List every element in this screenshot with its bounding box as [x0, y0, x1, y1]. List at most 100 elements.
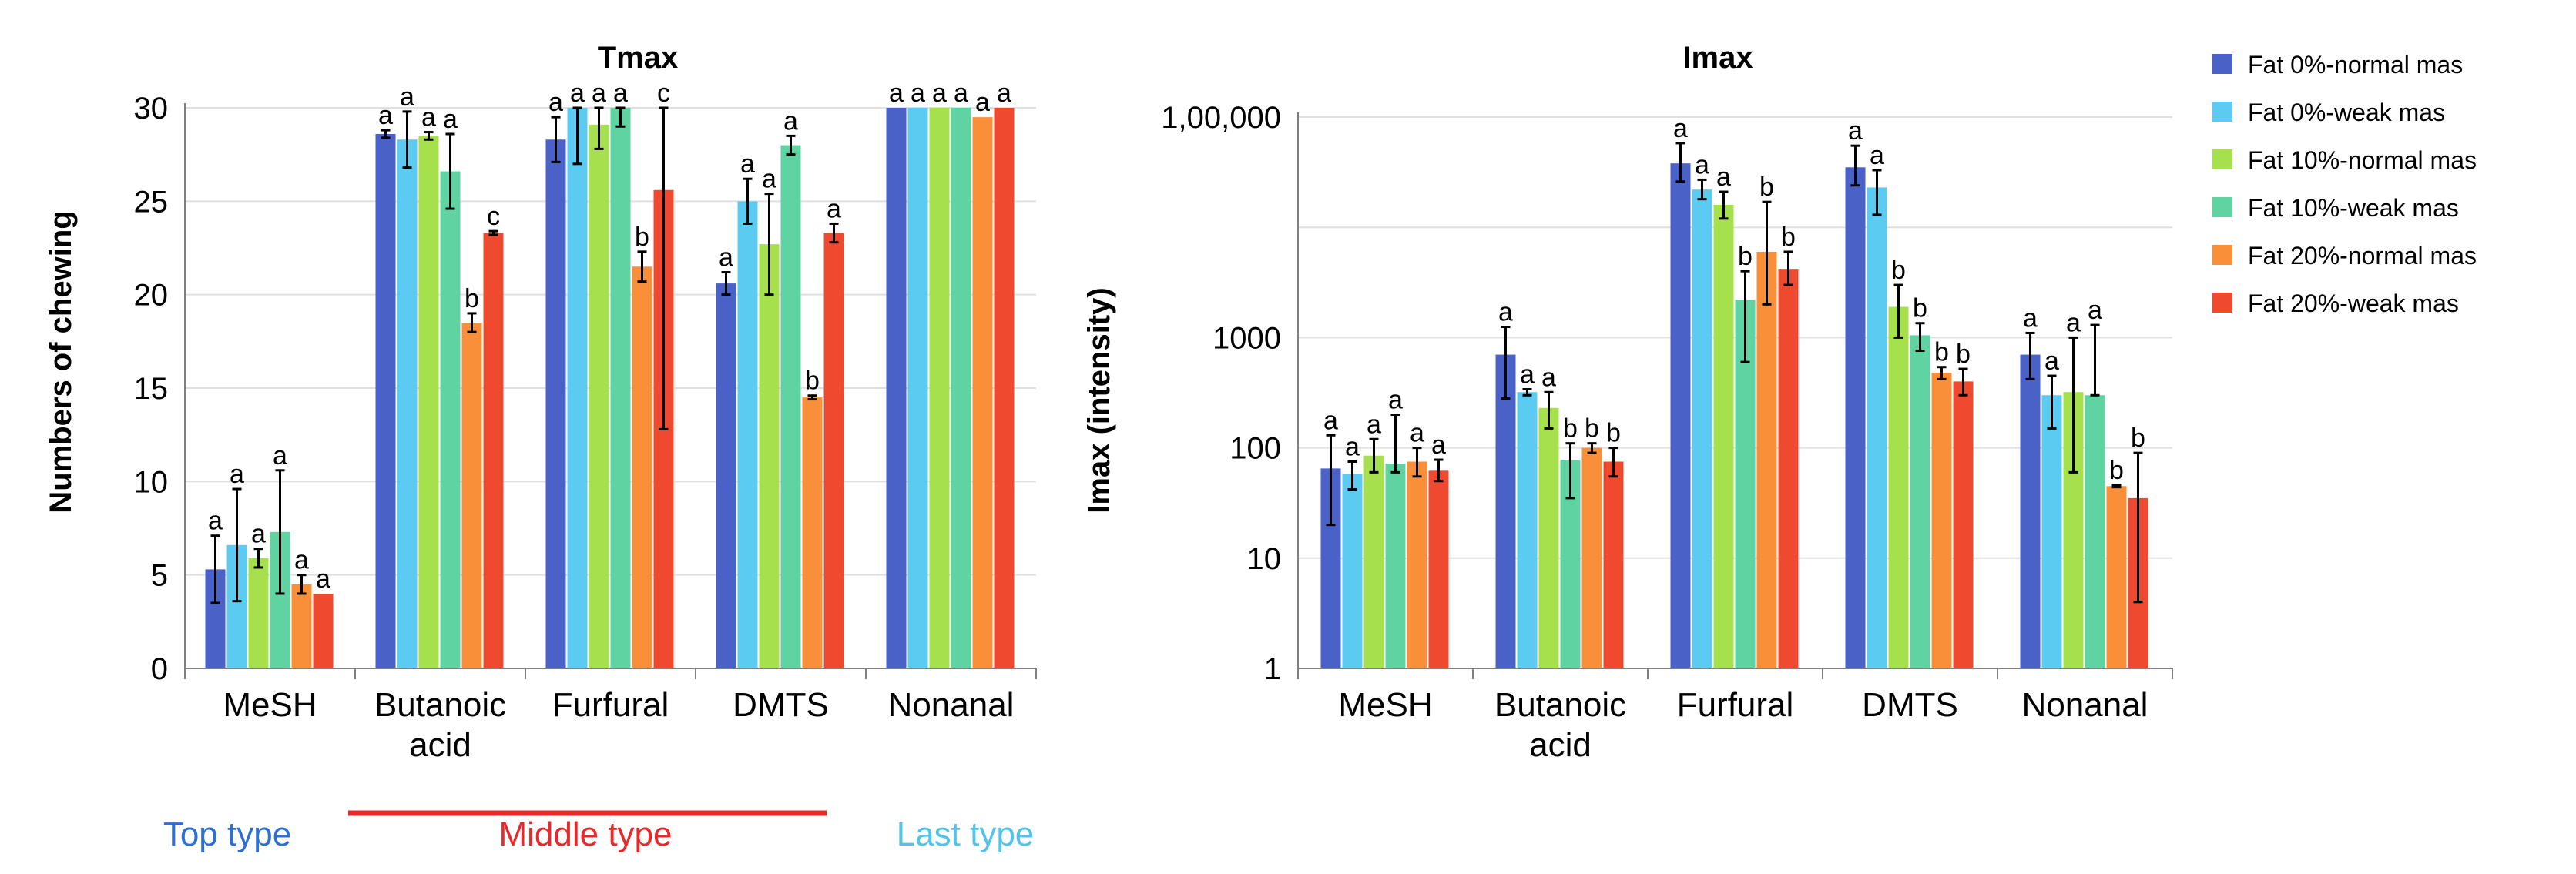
tmax-bar: [632, 266, 652, 668]
imax-significance-letter: b: [1891, 256, 1906, 285]
tmax-significance-letter: a: [570, 79, 585, 108]
imax-significance-letter: a: [1345, 432, 1360, 461]
legend-label: Fat 10%-normal mas: [2248, 146, 2477, 174]
tmax-significance-letter: a: [378, 101, 393, 130]
imax-bar: [1603, 461, 1624, 668]
imax-significance-letter: a: [1695, 150, 1709, 179]
legend-swatch: [2212, 293, 2232, 313]
legend-swatch: [2212, 54, 2232, 74]
imax-category-label: Nonanal: [2022, 686, 2148, 724]
legend-label: Fat 20%-normal mas: [2248, 242, 2477, 270]
imax-bar: [1495, 354, 1516, 668]
tmax-category-label: Furfural: [552, 686, 669, 724]
tmax-category-label: acid: [409, 726, 471, 764]
imax-y-tick-label: 1: [1264, 652, 1281, 686]
imax-category-label: Butanoic: [1494, 686, 1626, 724]
tmax-bar: [951, 108, 971, 668]
imax-bar: [1888, 306, 1909, 668]
tmax-bar: [802, 397, 823, 668]
imax-significance-letter: b: [1913, 294, 1927, 323]
imax-category-label: acid: [1529, 726, 1592, 764]
legend-swatch: [2212, 197, 2232, 217]
tmax-bar: [610, 108, 631, 668]
imax-significance-letter: a: [1716, 162, 1731, 192]
legend-swatch: [2212, 102, 2232, 122]
tmax-y-tick-label: 15: [134, 372, 169, 406]
tmax-significance-letter: a: [316, 564, 330, 594]
tmax-significance-letter: a: [740, 149, 755, 179]
imax-bar: [2020, 354, 2041, 668]
tmax-bar: [759, 244, 780, 668]
imax-y-tick-label: 1,00,000: [1161, 101, 1281, 135]
imax-bar: [1692, 189, 1712, 669]
imax-y-tick-label: 10: [1247, 542, 1282, 576]
imax-significance-letter: a: [1673, 114, 1688, 143]
tmax-significance-letter: b: [465, 284, 479, 313]
imax-category-label: Furfural: [1677, 686, 1794, 724]
imax-significance-letter: b: [1606, 419, 1621, 448]
imax-significance-letter: a: [1367, 410, 1381, 439]
imax-bar: [2085, 395, 2105, 668]
imax-significance-letter: a: [1520, 360, 1535, 389]
imax-category-label: DMTS: [1862, 686, 1958, 724]
tmax-significance-letter: a: [592, 79, 606, 108]
tmax-y-tick-label: 25: [134, 185, 169, 219]
imax-significance-letter: a: [2023, 303, 2038, 333]
tmax-significance-letter: a: [889, 79, 904, 108]
imax-significance-letter: b: [1759, 172, 1774, 202]
tmax-bar: [545, 139, 566, 669]
imax-bar: [1342, 474, 1363, 668]
tmax-bar: [483, 233, 504, 668]
tmax-significance-letter: b: [635, 223, 649, 252]
imax-bar: [1363, 455, 1384, 668]
tmax-significance-letter: a: [400, 82, 414, 112]
imax-bar: [1670, 163, 1691, 668]
tmax-significance-letter: c: [657, 79, 670, 108]
tmax-bar: [375, 133, 396, 668]
tmax-significance-letter: a: [613, 79, 628, 108]
legend-swatch: [2212, 149, 2232, 169]
tmax-bar: [716, 283, 736, 668]
tmax-bar: [418, 136, 439, 668]
tmax-y-axis-label: Numbers of chewing: [44, 210, 78, 513]
imax-bar: [1428, 470, 1449, 668]
tmax-bar: [886, 108, 907, 668]
imax-significance-letter: b: [1738, 242, 1753, 271]
tmax-significance-letter: a: [827, 194, 841, 223]
imax-bar: [1538, 407, 1559, 668]
imax-significance-letter: a: [1388, 385, 1403, 414]
tmax-significance-letter: a: [230, 460, 244, 489]
imax-bar: [1385, 464, 1406, 668]
tmax-significance-letter: a: [719, 243, 733, 273]
tmax-title: Tmax: [598, 41, 679, 75]
tmax-significance-letter: a: [975, 88, 990, 117]
tmax-bar: [823, 233, 844, 668]
tmax-significance-letter: a: [208, 507, 223, 536]
imax-bar: [1581, 447, 1602, 668]
tmax-bar: [972, 117, 993, 669]
last-type-label: Last type: [897, 815, 1035, 853]
imax-significance-letter: b: [1563, 414, 1578, 444]
tmax-bar: [461, 323, 482, 668]
imax-bar: [1517, 392, 1538, 668]
imax-bar: [1953, 381, 1974, 668]
tmax-significance-letter: a: [548, 88, 563, 117]
imax-significance-letter: a: [2044, 347, 2059, 376]
imax-bar: [1910, 335, 1930, 668]
imax-bar: [1407, 461, 1427, 668]
tmax-bar: [780, 145, 801, 669]
imax-significance-letter: a: [1431, 430, 1446, 460]
tmax-y-tick-label: 0: [151, 652, 168, 686]
tmax-bar: [248, 558, 269, 668]
tmax-bar: [397, 139, 418, 669]
imax-category-label: MeSH: [1338, 686, 1432, 724]
imax-significance-letter: b: [1781, 223, 1796, 252]
tmax-bar: [907, 108, 928, 668]
imax-significance-letter: a: [1410, 419, 1424, 448]
tmax-significance-letter: b: [805, 367, 820, 396]
imax-bar: [2106, 486, 2127, 668]
middle-type-label: Middle type: [498, 815, 672, 853]
